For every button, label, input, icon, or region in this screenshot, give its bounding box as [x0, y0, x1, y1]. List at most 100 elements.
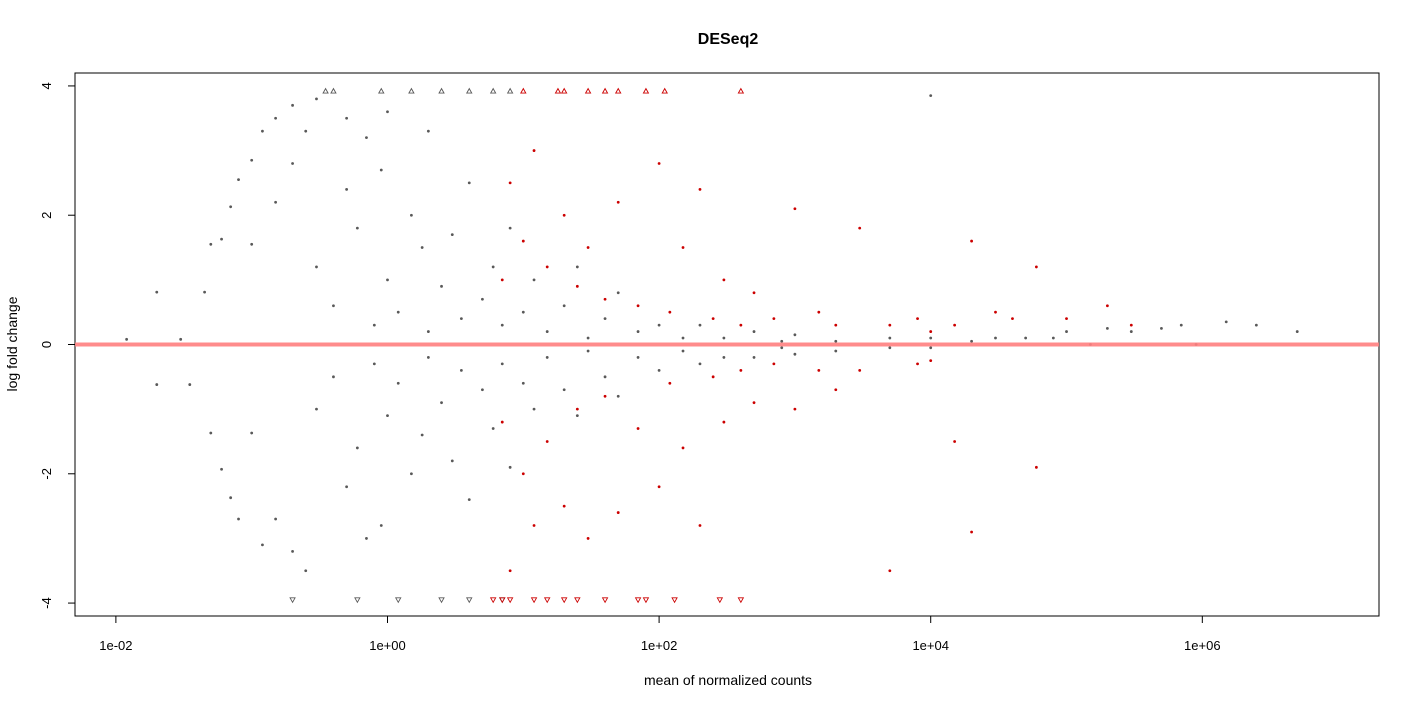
data-point [459, 368, 463, 372]
data-point [661, 87, 668, 94]
data-point [586, 246, 590, 249]
data-point [739, 323, 743, 327]
data-point [722, 336, 726, 340]
data-point [426, 356, 430, 359]
data-point [603, 297, 607, 301]
data-point [953, 323, 957, 327]
data-point [459, 317, 463, 321]
data-point [229, 205, 233, 209]
data-point [834, 339, 838, 343]
data-point [616, 394, 620, 398]
data-point [521, 472, 525, 476]
y-tick-label: 0 [39, 341, 54, 348]
data-point [953, 440, 957, 443]
data-point [834, 388, 838, 392]
data-point [465, 87, 473, 94]
data-point [304, 129, 308, 133]
data-point [1295, 330, 1299, 333]
data-point [817, 368, 821, 372]
data-point [560, 597, 568, 604]
data-point [274, 116, 277, 120]
data-point [575, 284, 579, 288]
data-point [521, 239, 525, 243]
data-point [386, 414, 389, 418]
data-point [315, 97, 318, 101]
data-point [491, 427, 495, 430]
data-point [888, 336, 892, 340]
data-point [365, 136, 368, 140]
data-point [793, 207, 797, 211]
data-point [508, 465, 512, 469]
data-point [481, 297, 484, 301]
data-point [396, 381, 400, 385]
data-point [408, 87, 415, 94]
data-point [834, 349, 838, 353]
data-point [888, 323, 892, 327]
data-point [365, 537, 368, 540]
data-point [586, 336, 590, 340]
data-point [929, 330, 933, 333]
data-point [237, 517, 240, 521]
data-point [858, 226, 862, 230]
data-point [506, 87, 514, 94]
data-point [354, 597, 361, 604]
data-point [355, 226, 359, 230]
data-point [330, 87, 337, 94]
data-point [780, 339, 784, 343]
data-point [545, 330, 549, 333]
data-point [858, 368, 862, 372]
data-point [916, 317, 919, 321]
data-point [1224, 320, 1228, 324]
data-point [817, 310, 821, 314]
data-point [1105, 326, 1109, 330]
data-point [545, 440, 549, 443]
data-point [450, 459, 454, 463]
data-point [698, 524, 702, 527]
data-point [394, 597, 402, 604]
data-point [438, 87, 445, 94]
data-point [722, 420, 726, 424]
data-point [888, 346, 892, 350]
data-point [834, 323, 838, 327]
data-point [209, 242, 213, 246]
data-point [616, 291, 620, 295]
data-point [188, 383, 192, 386]
data-point [916, 362, 919, 366]
data-point [332, 304, 335, 308]
data-point [603, 317, 607, 321]
data-point [711, 317, 715, 321]
data-point [780, 346, 784, 350]
data-point [250, 158, 254, 162]
data-point [929, 336, 933, 340]
data-point [737, 87, 745, 94]
data-point [420, 433, 424, 437]
data-point [1129, 323, 1133, 327]
data-point [532, 407, 536, 411]
data-point [929, 359, 933, 363]
data-point [125, 337, 129, 341]
data-point [378, 87, 385, 94]
data-point [250, 242, 254, 246]
y-tick-label: -4 [39, 597, 54, 609]
data-point [681, 336, 685, 340]
data-point [636, 427, 640, 430]
data-point [1065, 317, 1068, 321]
data-point [560, 87, 568, 94]
data-point [575, 265, 579, 269]
data-point [220, 467, 223, 471]
data-point [1034, 265, 1038, 269]
data-point [237, 178, 240, 182]
data-point [291, 549, 294, 553]
x-tick-label: 1e+06 [1184, 638, 1221, 653]
data-point [671, 597, 678, 604]
data-point [616, 200, 620, 204]
data-point [481, 388, 484, 392]
data-point [681, 246, 685, 249]
data-point [209, 431, 213, 435]
data-point [994, 310, 997, 314]
data-point [636, 330, 640, 333]
data-point [420, 246, 424, 249]
data-point [586, 349, 590, 353]
data-point [601, 597, 609, 604]
